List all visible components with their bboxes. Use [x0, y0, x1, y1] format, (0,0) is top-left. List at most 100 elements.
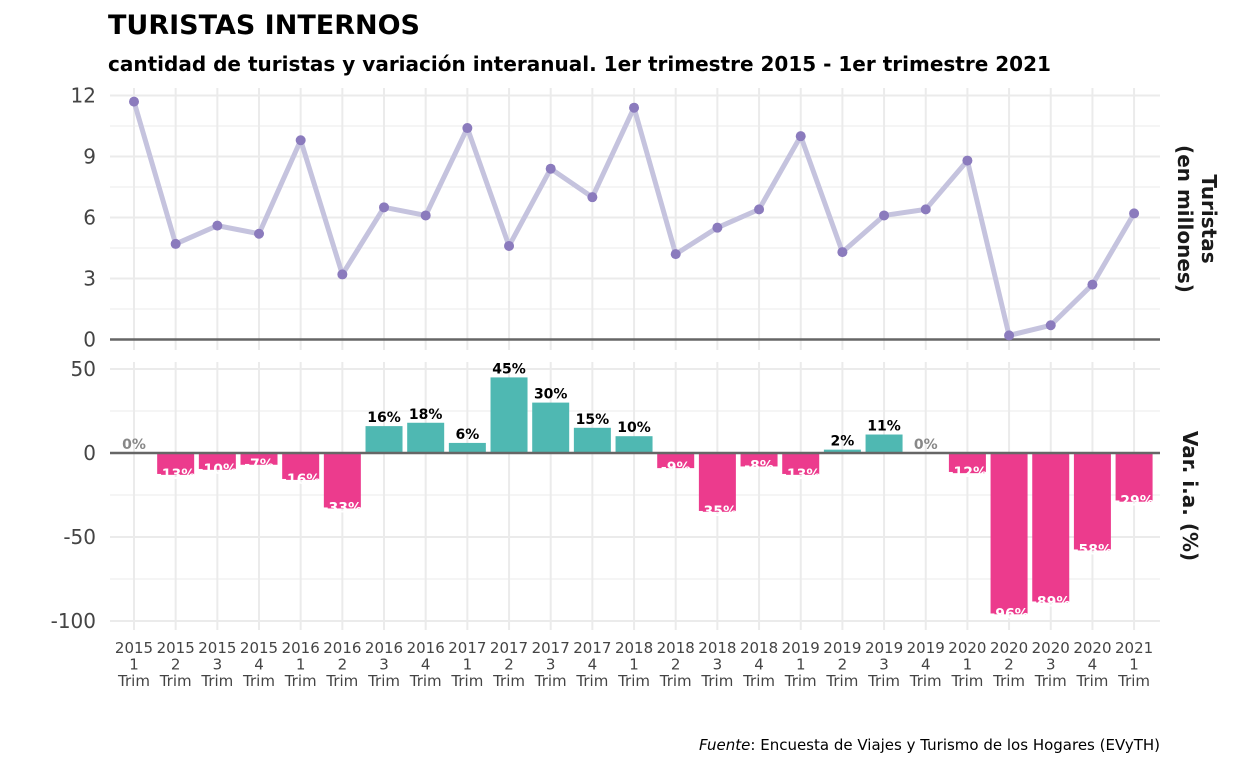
bar-data-label: -89% — [1031, 595, 1070, 611]
y-tick-label: 50 — [71, 357, 96, 381]
bar — [1115, 453, 1153, 502]
data-point — [1087, 279, 1098, 290]
bar-data-label: -7% — [244, 457, 274, 473]
bar — [365, 426, 403, 453]
x-tick-label: 2017 — [532, 639, 570, 657]
panel-label-turistas: Turistas(en millones) — [1173, 145, 1221, 293]
x-tick-label: 1 — [296, 656, 306, 674]
bar — [740, 453, 778, 467]
x-tick-label: 2020 — [948, 639, 986, 657]
panel-label-variacion: Var. i.a. (%) — [1178, 431, 1202, 561]
x-tick-label: 2015 — [157, 639, 195, 657]
x-tick-label: 3 — [379, 656, 389, 674]
data-point — [879, 210, 890, 221]
bar-data-label: -10% — [198, 462, 237, 478]
bar — [1073, 453, 1111, 551]
x-tick-label: 4 — [588, 656, 598, 674]
bar — [865, 434, 903, 453]
x-tick-label: 2019 — [782, 639, 820, 657]
source-note: Fuente: Encuesta de Viajes y Turismo de … — [699, 736, 1160, 754]
data-point — [920, 204, 931, 215]
x-tick-label: 2 — [171, 656, 181, 674]
data-point — [295, 135, 306, 146]
x-tick-label: 2020 — [1073, 639, 1111, 657]
x-tick-label: Trim — [992, 672, 1025, 690]
x-tick-label: 2015 — [198, 639, 236, 657]
x-tick-label: 4 — [254, 656, 264, 674]
data-point — [754, 204, 765, 215]
y-tick-label: 3 — [83, 267, 96, 291]
data-point — [170, 238, 181, 249]
x-tick-label: Trim — [784, 672, 817, 690]
x-tick-label: 2020 — [990, 639, 1028, 657]
bar-data-label: 2% — [830, 434, 854, 450]
x-tick-label: 3 — [1046, 656, 1056, 674]
bar-data-label: 15% — [576, 412, 610, 428]
x-tick-label: 2019 — [823, 639, 861, 657]
x-tick-label: Trim — [867, 672, 900, 690]
x-tick-label: 1 — [1129, 656, 1139, 674]
bar-data-label: -29% — [1114, 494, 1153, 510]
x-tick-label: 3 — [713, 656, 723, 674]
source-text: : Encuesta de Viajes y Turismo de los Ho… — [750, 736, 1160, 754]
panel-label-line: (en millones) — [1173, 145, 1197, 293]
data-point — [1004, 330, 1015, 341]
data-point — [962, 155, 973, 166]
data-point — [545, 163, 556, 174]
x-tick-label: 4 — [421, 656, 431, 674]
bar-data-label: -16% — [281, 472, 320, 488]
x-tick-label: 2020 — [1032, 639, 1070, 657]
x-tick-label: Trim — [159, 672, 192, 690]
data-point — [837, 247, 848, 258]
y-tick-label: 9 — [83, 145, 96, 169]
chart-subtitle: cantidad de turistas y variación interan… — [108, 52, 1051, 76]
panel-label-line: Var. i.a. (%) — [1178, 431, 1202, 561]
x-tick-label: 4 — [1088, 656, 1098, 674]
x-tick-label: Trim — [450, 672, 483, 690]
x-tick-label: Trim — [534, 672, 567, 690]
x-tick-label: 2017 — [490, 639, 528, 657]
bar — [698, 453, 736, 512]
x-tick-label: 1 — [963, 656, 973, 674]
x-tick-label: 1 — [129, 656, 139, 674]
x-tick-label: Trim — [325, 672, 358, 690]
data-point — [629, 102, 640, 113]
bar-data-label: 0% — [122, 437, 146, 453]
x-tick-label: 2 — [838, 656, 848, 674]
x-tick-label: Trim — [617, 672, 650, 690]
bar-data-label: -96% — [989, 606, 1028, 622]
x-tick-label: Trim — [659, 672, 692, 690]
x-tick-label: Trim — [1075, 672, 1108, 690]
y-tick-label: 12 — [71, 84, 96, 108]
x-tick-label: Trim — [909, 672, 942, 690]
bar — [490, 377, 528, 453]
x-tick-label: 2018 — [657, 639, 695, 657]
bar — [823, 449, 861, 453]
bar-data-label: 18% — [409, 407, 443, 423]
x-tick-label: 2 — [671, 656, 681, 674]
data-point — [462, 123, 473, 134]
x-tick-label: Trim — [1034, 672, 1067, 690]
bar — [198, 453, 236, 470]
x-tick-label: 2017 — [573, 639, 611, 657]
data-point — [379, 202, 390, 213]
x-tick-label: 2 — [504, 656, 514, 674]
x-tick-label: Trim — [825, 672, 858, 690]
x-tick-label: Trim — [284, 672, 317, 690]
x-tick-label: 2018 — [698, 639, 736, 657]
bar-data-label: -35% — [698, 504, 737, 520]
data-point — [795, 131, 806, 142]
x-tick-label: 2 — [338, 656, 348, 674]
bar-data-label: -9% — [661, 460, 691, 476]
data-point — [712, 222, 723, 233]
data-point — [504, 240, 515, 251]
data-point — [420, 210, 431, 221]
chart-title: TURISTAS INTERNOS — [108, 10, 420, 41]
bar — [1032, 453, 1070, 603]
bar — [323, 453, 361, 509]
x-tick-label: 2016 — [407, 639, 445, 657]
bar-data-label: -13% — [156, 467, 195, 483]
x-tick-label: Trim — [492, 672, 525, 690]
x-tick-label: Trim — [950, 672, 983, 690]
